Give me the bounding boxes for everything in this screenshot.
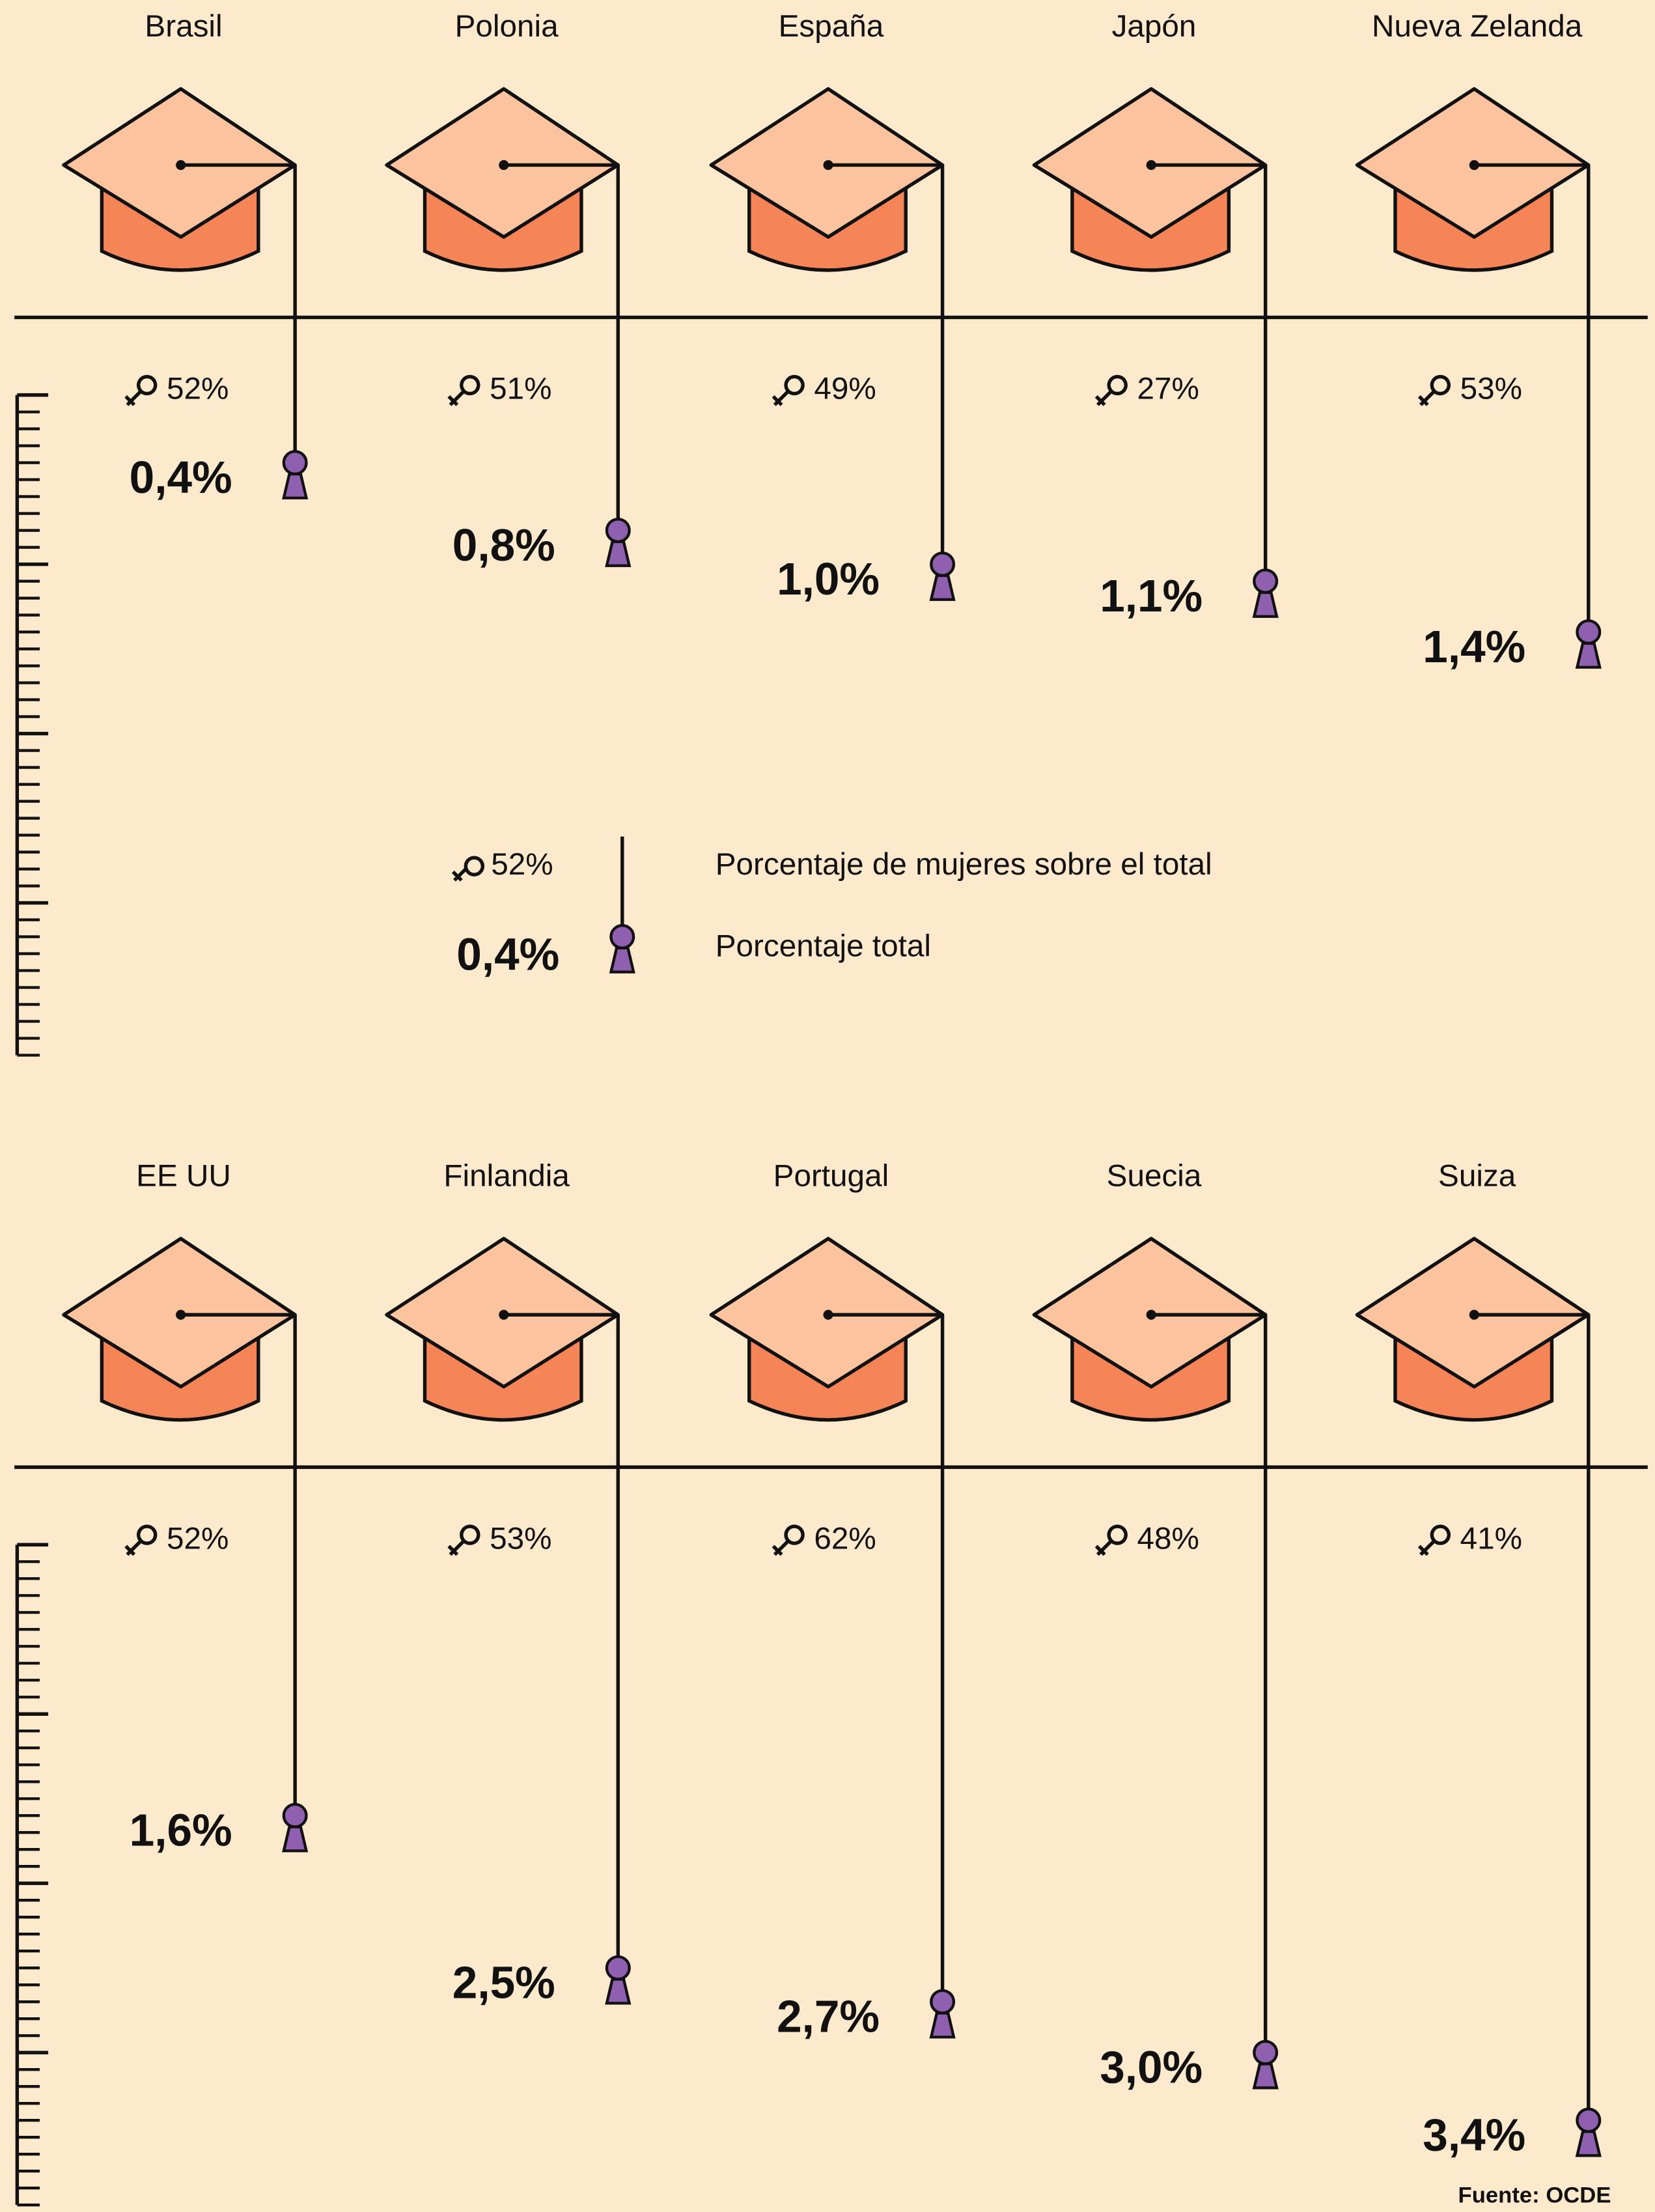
women-label: 41% (1460, 1521, 1522, 1556)
female-icon (1419, 1526, 1449, 1554)
tassel (1577, 2132, 1600, 2156)
women-label: 53% (1460, 372, 1522, 406)
total-label: 0,8% (452, 520, 555, 570)
page: {"chart_data": [ {"type": "pictogram", "… (0, 0, 1655, 2212)
tassel (931, 2013, 954, 2037)
panel: EE UU 1,6% 52% Finlandia 2,5% 53% Portugal 2,7%… (14, 1159, 1648, 2205)
tassel (607, 1980, 630, 2004)
female-icon (126, 1526, 156, 1554)
women-label: 62% (814, 1521, 876, 1556)
total-label: 2,5% (452, 1957, 555, 2008)
country-name: Suiza (1438, 1159, 1516, 1194)
female-icon (126, 376, 156, 404)
female-icon (449, 1526, 479, 1554)
tassel-knob (1577, 2109, 1600, 2132)
total-label: 2,7% (777, 1991, 880, 2042)
total-label: 1,0% (777, 553, 880, 604)
female-icon (449, 376, 479, 404)
women-label: 53% (490, 1521, 551, 1556)
female-icon (773, 376, 803, 404)
country-name: Nueva Zelanda (1372, 9, 1583, 44)
tassel-knob (284, 1804, 307, 1827)
tassel (607, 542, 630, 566)
women-label: 27% (1137, 372, 1199, 406)
tassel (931, 576, 954, 600)
panel: Brasil 0,4% 52% Polonia 0,8% 51% España 1,0% 49%… (14, 9, 1648, 1056)
tassel-knob (931, 553, 954, 576)
total-label: 1,4% (1423, 621, 1525, 672)
tassel-knob (607, 1957, 630, 1980)
legend-total-label: Porcentaje total (716, 929, 931, 963)
legend-women-label: Porcentaje de mujeres sobre el total (716, 847, 1212, 882)
country-name: Brasil (145, 9, 222, 44)
legend: 52% 0,4% Porcentaje de mujeres sobre el … (453, 837, 1212, 980)
female-icon (1096, 376, 1126, 404)
tassel (284, 1827, 307, 1851)
country-name: Portugal (773, 1159, 889, 1194)
tassel (284, 474, 307, 498)
country-name: EE UU (136, 1159, 231, 1194)
female-icon (1096, 1526, 1126, 1554)
tassel (1254, 593, 1277, 617)
country-name: Japón (1112, 9, 1197, 44)
tassel (1577, 643, 1600, 667)
tassel-knob (1254, 570, 1277, 593)
source: Fuente: OCDE (1458, 2183, 1611, 2207)
female-icon (773, 1526, 803, 1554)
women-label: 52% (167, 1521, 229, 1556)
female-icon (1419, 376, 1449, 404)
total-label: 1,6% (130, 1805, 232, 1856)
total-label: 3,0% (1100, 2042, 1203, 2093)
legend-tassel (611, 948, 633, 972)
tassel-knob (607, 519, 630, 542)
tassel-knob (1577, 621, 1600, 643)
country-name: España (779, 9, 884, 44)
chart: 52% 0,4% Porcentaje de mujeres sobre el … (0, 0, 1655, 2212)
tassel-knob (1254, 2041, 1277, 2064)
legend-knob (611, 925, 633, 948)
country-name: Finlandia (443, 1159, 570, 1194)
tassel-knob (284, 451, 307, 474)
legend-women-example: 52% (491, 847, 553, 882)
tassel (1254, 2064, 1277, 2088)
legend-total-example: 0,4% (456, 929, 559, 979)
tassel-knob (931, 1991, 954, 2013)
women-label: 52% (167, 372, 229, 406)
total-label: 0,4% (130, 452, 232, 503)
total-label: 1,1% (1100, 570, 1203, 621)
women-label: 51% (490, 372, 551, 406)
country-name: Polonia (455, 9, 559, 44)
women-label: 49% (814, 372, 876, 406)
women-label: 48% (1137, 1521, 1199, 1556)
country-name: Suecia (1107, 1159, 1202, 1194)
female-icon (453, 858, 483, 880)
total-label: 3,4% (1423, 2110, 1525, 2161)
